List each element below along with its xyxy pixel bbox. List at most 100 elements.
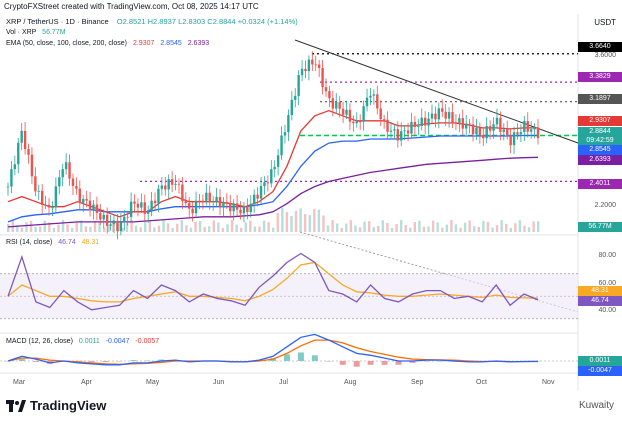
- candle-body: [304, 68, 307, 72]
- tradingview-logo: TradingView: [6, 398, 106, 413]
- candle-body: [47, 204, 51, 208]
- volume-bar: [249, 220, 252, 232]
- candle-body: [324, 87, 328, 92]
- volume-bar: [70, 227, 74, 232]
- candle-body: [10, 169, 13, 187]
- candle-body: [215, 197, 218, 202]
- candle-body: [475, 127, 478, 135]
- candle-body: [523, 121, 526, 133]
- candle-body: [143, 202, 146, 214]
- candle-body: [358, 121, 362, 123]
- candle-body: [133, 201, 136, 204]
- grid: [0, 14, 579, 390]
- candle-body: [198, 200, 201, 202]
- candle-body: [328, 91, 331, 99]
- volume-bar: [130, 220, 133, 232]
- candle-body: [321, 68, 324, 88]
- volume-bar: [445, 224, 449, 232]
- candle-body: [126, 216, 129, 218]
- volume-bar: [381, 220, 385, 232]
- rsi-pane: [0, 252, 578, 320]
- rsi-label: RSI (14, close): [6, 239, 53, 246]
- price-tick-top: 3.6000: [594, 52, 616, 59]
- volume-bar: [125, 223, 129, 232]
- macd-hist-bar: [283, 354, 290, 361]
- price-tag-ema100: 2.8545: [578, 145, 622, 155]
- candle-body: [376, 94, 379, 109]
- volume-bar: [262, 220, 266, 232]
- candle-body: [492, 124, 495, 131]
- ema-lines: [7, 110, 539, 228]
- candle-body: [232, 203, 235, 212]
- price-tag-last: 2.8844: [578, 127, 622, 137]
- volume-bar: [180, 220, 184, 232]
- rsi-line: [7, 252, 539, 311]
- volume-bar: [322, 215, 325, 232]
- price-tag-resistance-high: 3.6640: [578, 42, 622, 52]
- ema-label: EMA (50, close, 100, close, 200, close): [6, 40, 128, 47]
- candle-body: [495, 117, 499, 125]
- month-label-aug: Aug: [344, 379, 357, 386]
- volume-bar: [326, 225, 330, 232]
- candle-body: [410, 121, 413, 134]
- candle-body: [201, 200, 205, 202]
- month-label-jun: Jun: [213, 379, 225, 386]
- candle-body: [516, 132, 519, 135]
- candle-body: [526, 121, 529, 132]
- candle-body: [181, 184, 184, 202]
- candle-body: [109, 224, 112, 226]
- volume-bar: [454, 224, 458, 232]
- volume-bar: [221, 227, 225, 232]
- volume-bar: [409, 227, 412, 232]
- legend-pair-row: XRP / TetherUS · 1D · Binance O2.8521 H2…: [6, 17, 298, 26]
- volume-bar: [335, 223, 339, 232]
- candle-body: [75, 185, 78, 189]
- candle-body: [153, 200, 157, 204]
- candle-body: [444, 111, 447, 119]
- volume-bar: [377, 226, 380, 232]
- volume-bar: [144, 221, 147, 232]
- candle-body: [338, 102, 341, 109]
- volume-bar: [48, 222, 51, 232]
- volume-bar: [340, 227, 343, 232]
- candle-body: [239, 209, 242, 214]
- macd-hist-bar: [158, 359, 165, 361]
- volume-bar: [102, 227, 106, 232]
- candle-body: [529, 129, 533, 132]
- candle-body: [259, 186, 263, 199]
- candle-body: [297, 75, 300, 96]
- candle-body: [164, 185, 167, 190]
- macd-label: MACD (12, 26, close): [6, 338, 73, 345]
- candle-body: [536, 127, 540, 139]
- legend-volume-row: Vol · XRP 56.77M: [6, 28, 66, 37]
- volume-bar: [486, 221, 490, 232]
- volume-bar: [523, 225, 526, 232]
- volume-bar: [532, 221, 535, 232]
- month-label-nov: Nov: [542, 379, 555, 386]
- candle-body: [317, 64, 321, 69]
- macd-hist-bar: [423, 361, 430, 362]
- macd-pane: [0, 333, 578, 367]
- macd-tag-hist: 0.0011: [578, 356, 622, 366]
- macd-hist-bar: [130, 360, 137, 361]
- volume-bar: [477, 226, 481, 232]
- candle-body: [273, 166, 276, 170]
- month-label-oct: Oct: [476, 379, 487, 386]
- volume-bar: [89, 226, 92, 232]
- candle-body: [458, 118, 461, 123]
- volume-bar: [276, 212, 279, 232]
- candle-body: [85, 198, 88, 201]
- volume-bar: [482, 220, 485, 232]
- candle-body: [471, 124, 475, 135]
- volume-bar: [473, 226, 476, 232]
- volume-bar: [208, 226, 211, 232]
- price-tag-resistance-mid: 3.3829: [578, 72, 622, 82]
- macd-hist-bar: [437, 361, 444, 362]
- volume-bar: [134, 225, 138, 232]
- volume-bar: [157, 225, 161, 232]
- month-label-mar: Mar: [13, 379, 26, 386]
- volume-bar: [509, 227, 512, 232]
- volume-bar: [527, 227, 531, 232]
- candle-body: [509, 135, 512, 146]
